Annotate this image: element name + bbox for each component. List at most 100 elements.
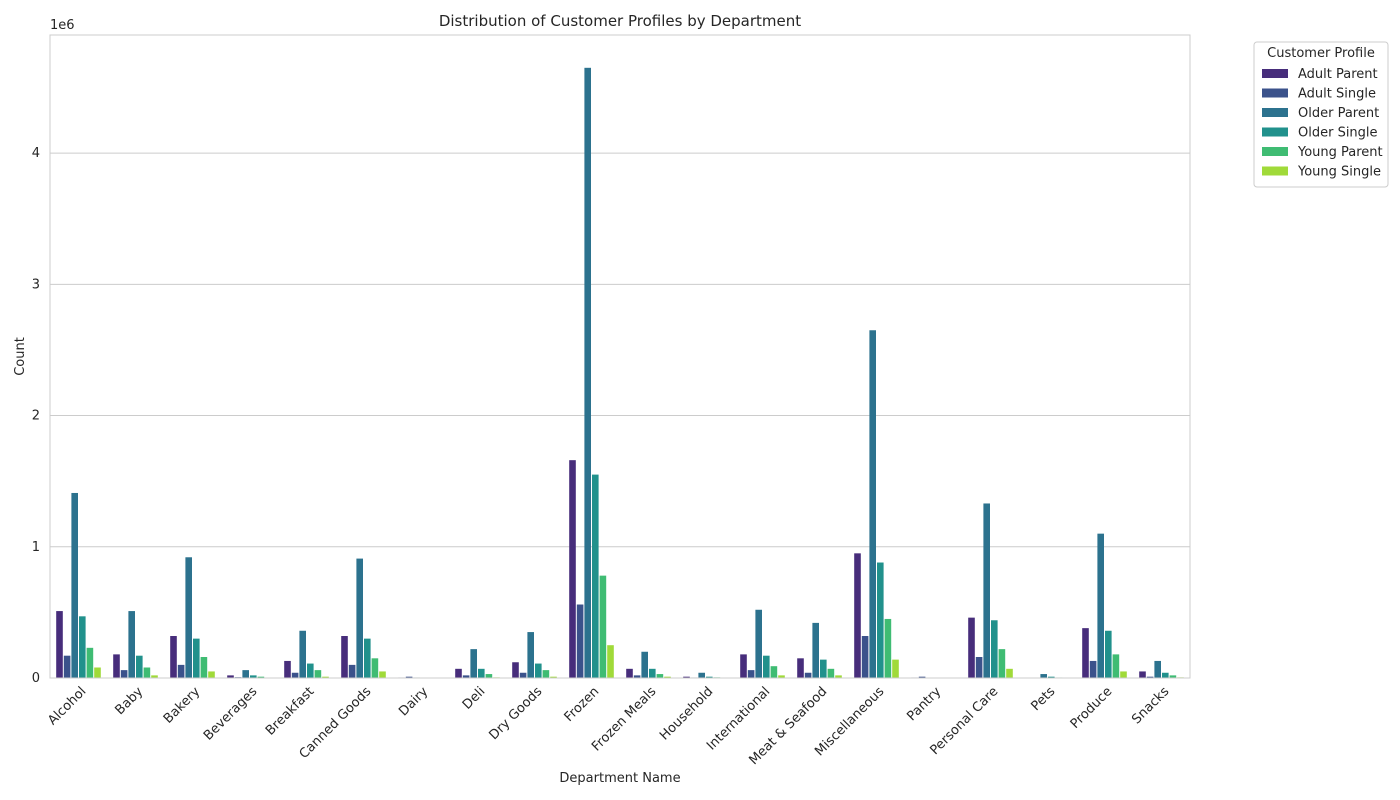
bar [86, 647, 94, 678]
bar [569, 460, 576, 678]
bar [462, 675, 470, 678]
bar [983, 503, 990, 678]
bar [227, 675, 234, 678]
y-tick-label: 0 [32, 671, 40, 686]
bar [535, 663, 542, 678]
y-tick-label: 2 [32, 409, 40, 424]
legend-entry-label: Young Parent [1297, 145, 1383, 160]
chart-title: Distribution of Customer Profiles by Dep… [439, 12, 801, 30]
legend-entry-label: Older Parent [1298, 106, 1379, 121]
bar [1040, 674, 1047, 678]
bar [626, 668, 633, 678]
bar [892, 659, 899, 678]
bar [128, 611, 135, 678]
bar [991, 620, 998, 678]
bar [79, 616, 86, 678]
bar [770, 666, 778, 678]
bar [740, 654, 747, 678]
bar [1162, 672, 1169, 678]
y-tick-label: 3 [32, 277, 40, 292]
x-tick-label: Bakery [161, 684, 204, 727]
legend-title: Customer Profile [1267, 46, 1375, 61]
bar [1139, 671, 1146, 678]
bar [797, 658, 804, 678]
x-tick-label: Produce [1068, 684, 1116, 732]
y-tick-label: 1 [32, 540, 40, 555]
bar [519, 672, 527, 678]
bar [854, 553, 861, 678]
legend-entry-label: Adult Parent [1298, 67, 1378, 82]
bar [827, 668, 835, 678]
bar [291, 672, 299, 678]
x-tick-label: Snacks [1129, 684, 1172, 727]
plot-area-background [50, 35, 1190, 678]
bar [307, 663, 314, 678]
legend-entry-label: Older Single [1298, 126, 1378, 141]
bar [975, 657, 983, 678]
bars-group [56, 67, 1184, 678]
bar [550, 676, 557, 678]
x-axis-label: Department Name [559, 771, 680, 786]
x-tick-label: Dry Goods [487, 684, 546, 743]
bar [861, 636, 869, 678]
bar [755, 609, 762, 678]
bar [136, 655, 143, 678]
bar [63, 655, 71, 678]
bar [322, 676, 329, 678]
bar [542, 670, 550, 678]
bar [584, 67, 591, 678]
x-tick-label: Household [657, 684, 716, 743]
y-axis-ticks: 0 1 2 3 4 [32, 146, 40, 686]
plot-frame [49, 34, 1191, 679]
bar [683, 676, 690, 678]
bar [599, 575, 607, 678]
bar [341, 636, 348, 678]
bar [371, 658, 379, 678]
bar [71, 492, 78, 678]
bar [470, 649, 477, 678]
bar [527, 632, 534, 678]
x-tick-label: Pantry [904, 684, 944, 724]
legend-swatch [1262, 69, 1288, 78]
y-tick-label: 4 [32, 146, 40, 161]
bar [1006, 668, 1013, 678]
bar [348, 664, 356, 678]
bar [835, 675, 842, 678]
bar [1097, 533, 1104, 678]
bar [356, 558, 363, 678]
legend: Customer Profile Adult Parent Adult Singl… [1253, 41, 1389, 188]
bar [485, 674, 493, 678]
bar [1048, 676, 1055, 678]
bar [592, 474, 599, 678]
bar [379, 671, 386, 678]
bar [208, 671, 215, 678]
bar [664, 676, 671, 678]
bar [656, 674, 664, 678]
legend-entry-label: Adult Single [1298, 87, 1376, 102]
bar [314, 670, 322, 678]
bar [918, 676, 926, 678]
bar [576, 604, 584, 678]
bar [242, 670, 249, 678]
bar [177, 664, 185, 678]
legend-swatch [1262, 147, 1288, 156]
legend-swatch [1262, 108, 1288, 117]
y-axis-label: Count [13, 337, 28, 376]
gridlines [50, 152, 1190, 548]
x-tick-label: Deli [460, 684, 488, 712]
x-tick-label: Alcohol [45, 684, 89, 728]
x-tick-label: Beverages [201, 684, 261, 744]
bar [512, 662, 519, 678]
legend-swatch [1262, 166, 1288, 176]
bar [812, 622, 819, 678]
y-multiplier-label: 1e6 [50, 18, 75, 33]
bar [284, 660, 291, 678]
bar [405, 676, 413, 678]
bar [1154, 660, 1161, 678]
x-tick-label: Pets [1028, 684, 1058, 714]
bar [143, 667, 151, 678]
bar [649, 668, 656, 678]
bar [763, 655, 770, 678]
bar [200, 657, 208, 678]
